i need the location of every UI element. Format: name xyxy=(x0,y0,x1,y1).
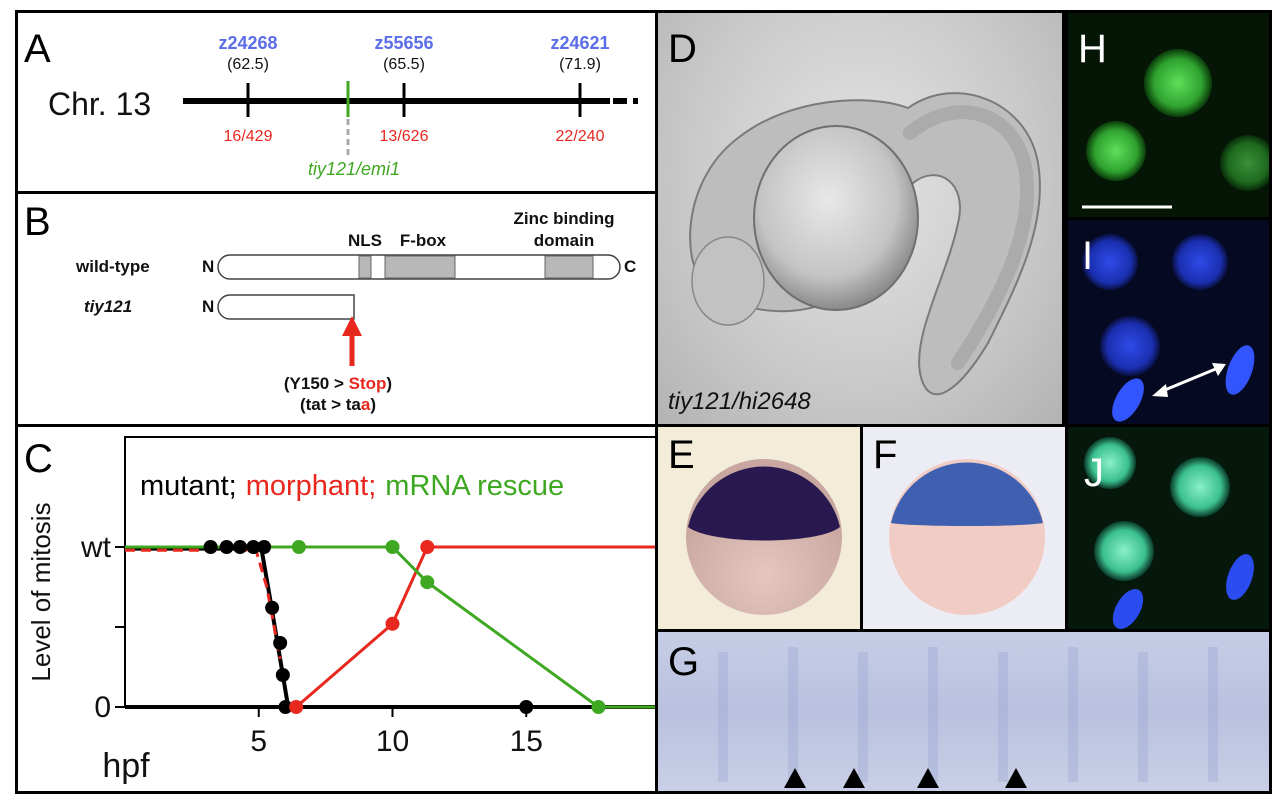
truncated-protein-bar xyxy=(217,294,355,320)
x-tick-label: 10 xyxy=(376,725,409,758)
marker-position: (65.5) xyxy=(383,56,425,73)
n-terminus: N xyxy=(202,297,214,316)
data-point xyxy=(246,540,261,554)
mutation-text-protein: (Y150 > Stop) xyxy=(284,374,392,393)
panel-f: F xyxy=(860,424,1068,632)
data-point xyxy=(289,700,304,714)
panel-g: G xyxy=(655,629,1272,794)
chart-ylabel: Level of mitosis xyxy=(26,502,56,681)
panel-e: E xyxy=(655,424,863,632)
panel-f-label: F xyxy=(873,433,898,477)
panel-c-label: C xyxy=(24,437,53,481)
legend-entry-morphant: morphant; xyxy=(246,470,377,502)
data-point xyxy=(275,668,290,682)
data-point xyxy=(233,540,248,554)
data-point xyxy=(273,636,288,650)
domain-label-zinc: domain xyxy=(534,231,594,250)
marker-name: z55656 xyxy=(374,33,433,53)
legend-entry-rescue: mRNA rescue xyxy=(385,470,564,502)
chromosome-label: Chr. 13 xyxy=(48,86,151,122)
panel-a: A Chr. 13 z24268 (62.5) 16/429 z55656 (6… xyxy=(15,10,658,194)
marker-ratio: 22/240 xyxy=(556,128,605,145)
data-point xyxy=(420,540,435,554)
y-tick-label: 0 xyxy=(94,691,111,724)
arrowhead-marker xyxy=(1005,768,1027,788)
data-point xyxy=(219,540,234,554)
protein-diagram: Zinc binding domain NLS F-box wild-type … xyxy=(75,209,636,414)
panel-j-label: J xyxy=(1084,451,1104,495)
somite-stain xyxy=(718,647,1218,788)
panel-j: J xyxy=(1065,424,1272,632)
panel-g-label: G xyxy=(668,640,700,684)
chart-frame xyxy=(124,436,655,707)
panel-b: B Zinc binding domain NLS F-box wild-typ… xyxy=(15,191,658,427)
panel-d-label: D xyxy=(668,27,697,71)
chart-legend: mutant; morphant; mRNA rescue xyxy=(140,470,564,502)
data-point xyxy=(385,616,400,631)
domain-label-zinc: Zinc binding xyxy=(513,209,614,228)
c-terminus: C xyxy=(624,257,636,276)
panel-d: D tiy121/hi2648 xyxy=(655,10,1065,427)
domain-label-nls: NLS xyxy=(348,231,382,250)
arrowhead-marker xyxy=(843,768,865,788)
data-point xyxy=(278,700,293,714)
data-point xyxy=(591,700,606,714)
panel-e-label: E xyxy=(668,433,695,477)
marker-ratio: 13/626 xyxy=(380,128,429,145)
mitosis-chart: Level of mitosis hpf mutant; morphant; mRN… xyxy=(26,436,655,785)
panel-a-label: A xyxy=(24,27,51,71)
arrowhead-marker xyxy=(784,768,806,788)
y-tick-label: wt xyxy=(80,531,112,564)
data-point xyxy=(385,540,400,554)
head-region xyxy=(691,236,765,326)
panel-h-label: H xyxy=(1078,27,1107,71)
fluorescence-blue xyxy=(1082,234,1255,422)
embryo-image xyxy=(689,92,1041,396)
domain-label-fbox: F-box xyxy=(400,231,447,250)
marker-position: (62.5) xyxy=(227,56,269,73)
zinc-domain xyxy=(544,255,594,279)
panel-c: C Level of mitosis hpf mutant; morphant; m… xyxy=(15,424,658,794)
data-point xyxy=(257,540,272,554)
fbox-domain xyxy=(384,255,456,279)
data-point xyxy=(203,540,218,554)
fluorescence-merge xyxy=(1084,437,1254,629)
series-line xyxy=(125,548,282,660)
mutation-arrow-head xyxy=(342,316,362,336)
gene-label: tiy121/emi1 xyxy=(308,159,400,179)
chart-xlabel: hpf xyxy=(102,747,150,785)
panel-h: H xyxy=(1065,10,1272,220)
marker-name: z24621 xyxy=(550,33,609,53)
yolk xyxy=(753,125,919,311)
marker-position: (71.9) xyxy=(559,56,601,73)
panel-d-caption: tiy121/hi2648 xyxy=(668,388,811,415)
mutation-text-codon: (tat > taa) xyxy=(300,395,376,414)
embryo-tail xyxy=(903,105,1035,370)
data-point xyxy=(420,575,435,590)
x-tick-label: 5 xyxy=(250,725,267,758)
chart-series xyxy=(125,540,655,714)
series-line xyxy=(293,545,655,709)
panel-i-label: I xyxy=(1082,234,1094,278)
marker-name: z24268 xyxy=(218,33,277,53)
wildtype-label: wild-type xyxy=(75,257,150,276)
data-point xyxy=(291,540,306,554)
data-point xyxy=(265,600,280,615)
mutant-label: tiy121 xyxy=(84,297,132,316)
fluorescence-green xyxy=(1082,49,1269,209)
nls-domain xyxy=(358,255,372,279)
genetic-map: Chr. 13 z24268 (62.5) 16/429 z55656 (65.… xyxy=(48,33,638,179)
n-terminus: N xyxy=(202,257,214,276)
panel-i: I xyxy=(1065,217,1272,427)
legend-entry-mutant: mutant; xyxy=(140,470,237,502)
arrowhead-marker xyxy=(917,768,939,788)
x-tick-label: 15 xyxy=(510,725,543,758)
panel-b-label: B xyxy=(24,200,51,244)
double-arrow xyxy=(1159,366,1219,394)
data-point xyxy=(519,700,534,714)
marker-ratio: 16/429 xyxy=(224,128,273,145)
in-situ-embryo-e xyxy=(686,459,842,615)
in-situ-embryo-f xyxy=(889,459,1045,615)
